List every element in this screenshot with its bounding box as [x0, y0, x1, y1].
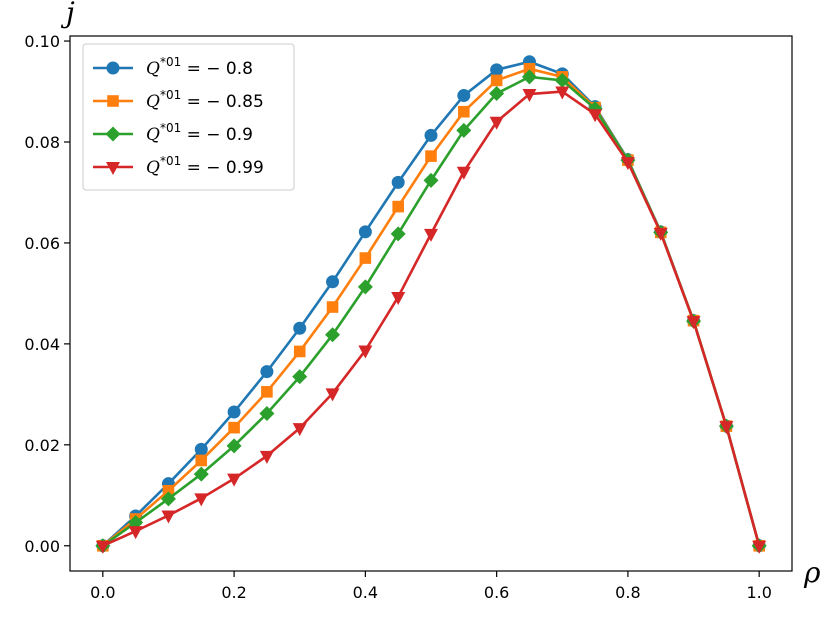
legend-entry: Q*01 = − 0.9 — [93, 121, 253, 145]
data-point — [161, 510, 176, 524]
legend-box — [82, 43, 295, 191]
series-layer — [95, 55, 767, 554]
data-point — [358, 345, 373, 359]
x-tick-label: 0.4 — [353, 583, 378, 602]
legend-label: Q*01 = − 0.85 — [146, 88, 264, 112]
data-point — [752, 540, 767, 554]
data-point — [686, 316, 701, 330]
data-point — [227, 405, 241, 419]
x-axis-label: ρ — [803, 556, 821, 589]
data-point — [260, 365, 274, 379]
legend-entry: Q*01 = − 0.8 — [93, 55, 253, 79]
data-point — [227, 473, 242, 487]
data-point — [194, 442, 208, 456]
y-tick-label: 0.00 — [24, 537, 60, 556]
legend-marker — [106, 162, 120, 175]
data-point — [261, 386, 273, 398]
data-point — [554, 72, 570, 88]
legend-label: Q*01 = − 0.99 — [146, 154, 264, 178]
data-point — [620, 157, 635, 171]
data-point — [160, 491, 176, 507]
data-point — [259, 406, 275, 422]
data-point — [391, 175, 405, 189]
legend-entry: Q*01 = − 0.85 — [93, 88, 264, 112]
data-point — [325, 388, 340, 402]
data-point — [226, 438, 242, 454]
y-tick-label: 0.02 — [24, 436, 60, 455]
data-point — [228, 421, 240, 434]
data-point — [194, 493, 209, 507]
data-point — [588, 109, 603, 123]
data-point — [458, 105, 470, 118]
data-point — [326, 301, 339, 313]
x-tick-label: 0.6 — [484, 583, 509, 602]
data-point — [390, 226, 406, 242]
y-tick-label: 0.06 — [24, 234, 60, 253]
data-point — [193, 466, 209, 482]
data-point — [128, 526, 143, 540]
data-point — [195, 454, 208, 467]
legend-label: Q*01 = − 0.8 — [146, 55, 253, 79]
legend-label: Q*01 = − 0.9 — [146, 121, 253, 145]
legend-marker — [106, 61, 120, 75]
y-axis-label: j — [60, 0, 75, 29]
data-point — [293, 321, 307, 335]
legend-entry: Q*01 = − 0.99 — [93, 154, 264, 178]
plot-frame — [69, 35, 793, 572]
data-point — [523, 63, 536, 75]
data-point — [326, 275, 340, 289]
data-point — [293, 345, 306, 358]
y-tick-label: 0.08 — [24, 133, 60, 152]
data-point — [292, 423, 307, 437]
data-point — [456, 166, 471, 180]
data-point — [653, 227, 668, 241]
data-point — [357, 279, 373, 295]
data-point — [391, 291, 406, 305]
y-tick-label: 0.10 — [24, 32, 60, 51]
series-4 — [95, 86, 767, 554]
y-tick-label: 0.04 — [24, 335, 60, 354]
x-tick-label: 1.0 — [746, 583, 771, 602]
y-axis: 0.00 0.02 0.04 0.06 0.08 0.10 — [24, 32, 70, 556]
data-point — [457, 89, 471, 103]
x-tick-label: 0.2 — [221, 583, 246, 602]
data-point — [359, 252, 372, 264]
data-point — [521, 69, 537, 85]
legend-marker — [107, 95, 119, 107]
data-point — [424, 228, 438, 242]
data-point — [456, 122, 472, 138]
x-tick-label: 0.8 — [615, 583, 640, 602]
legend: Q*01 = − 0.8 Q*01 = − 0.85 Q*01 = − 0.9 Q*0… — [82, 43, 295, 191]
data-point — [489, 116, 504, 130]
data-point — [719, 421, 734, 435]
data-point — [392, 200, 404, 213]
data-point — [162, 484, 175, 497]
data-point — [490, 63, 504, 77]
data-point — [424, 128, 438, 142]
data-point — [95, 540, 110, 554]
x-axis: 0.0 0.2 0.4 0.6 0.8 1.0 — [90, 571, 772, 602]
data-point — [489, 86, 505, 102]
data-point — [358, 225, 372, 239]
x-tick-label: 0.0 — [90, 583, 115, 602]
data-point — [490, 74, 503, 87]
data-point — [425, 150, 437, 162]
data-point — [292, 369, 308, 385]
data-point — [555, 86, 570, 100]
data-point — [522, 89, 537, 103]
data-point — [259, 450, 274, 464]
legend-marker — [105, 126, 121, 142]
data-point — [325, 327, 341, 343]
data-point — [423, 172, 439, 188]
